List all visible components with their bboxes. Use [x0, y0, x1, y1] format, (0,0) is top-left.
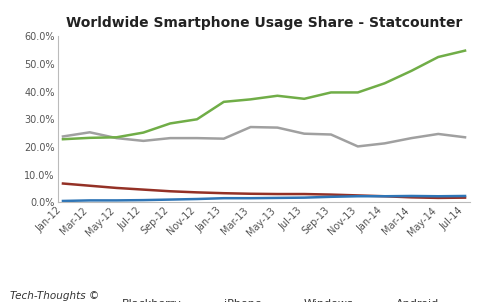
- Windows: [301, 196, 307, 199]
- Android: [248, 98, 253, 101]
- iPhone: [221, 137, 227, 140]
- iPhone: [275, 126, 280, 129]
- Blackberry: [60, 182, 66, 185]
- Windows: [275, 196, 280, 200]
- Blackberry: [168, 189, 173, 193]
- iPhone: [168, 136, 173, 140]
- Windows: [168, 198, 173, 201]
- Windows: [355, 194, 360, 198]
- Windows: [462, 194, 468, 198]
- Blackberry: [194, 191, 200, 194]
- Blackberry: [355, 194, 360, 197]
- Windows: [248, 196, 253, 200]
- Android: [382, 82, 387, 85]
- Android: [221, 100, 227, 104]
- Android: [194, 117, 200, 121]
- Blackberry: [114, 186, 120, 190]
- Windows: [328, 195, 334, 199]
- Android: [301, 97, 307, 101]
- Windows: [194, 197, 200, 201]
- Windows: [114, 199, 120, 202]
- Android: [60, 137, 66, 141]
- Android: [435, 55, 441, 59]
- Android: [328, 91, 334, 94]
- iPhone: [435, 132, 441, 136]
- Windows: [60, 199, 66, 203]
- Blackberry: [435, 196, 441, 200]
- Blackberry: [248, 192, 253, 196]
- Android: [87, 136, 93, 140]
- iPhone: [301, 132, 307, 136]
- Android: [462, 49, 468, 53]
- iPhone: [328, 133, 334, 136]
- Blackberry: [462, 196, 468, 199]
- Android: [355, 91, 360, 94]
- Blackberry: [301, 192, 307, 196]
- iPhone: [87, 130, 93, 134]
- iPhone: [194, 136, 200, 140]
- Legend: Blackberry, iPhone, Windows, Android: Blackberry, iPhone, Windows, Android: [84, 294, 444, 302]
- iPhone: [408, 136, 414, 140]
- iPhone: [355, 145, 360, 148]
- Blackberry: [221, 191, 227, 195]
- iPhone: [248, 125, 253, 129]
- Windows: [408, 194, 414, 198]
- iPhone: [141, 139, 146, 143]
- Title: Worldwide Smartphone Usage Share - Statcounter: Worldwide Smartphone Usage Share - Statc…: [66, 15, 462, 30]
- Blackberry: [141, 188, 146, 191]
- Blackberry: [328, 193, 334, 196]
- iPhone: [60, 135, 66, 138]
- Windows: [382, 194, 387, 198]
- Line: Blackberry: Blackberry: [63, 184, 465, 198]
- Android: [408, 69, 414, 73]
- Windows: [87, 199, 93, 202]
- Line: iPhone: iPhone: [63, 127, 465, 146]
- Android: [114, 136, 120, 139]
- Blackberry: [87, 184, 93, 188]
- Blackberry: [408, 196, 414, 199]
- Text: Tech-Thoughts ©: Tech-Thoughts ©: [10, 291, 99, 301]
- Android: [141, 131, 146, 134]
- iPhone: [462, 136, 468, 139]
- Line: Android: Android: [63, 51, 465, 139]
- Android: [275, 94, 280, 98]
- iPhone: [382, 142, 387, 145]
- Blackberry: [382, 194, 387, 198]
- Windows: [221, 196, 227, 200]
- Blackberry: [275, 192, 280, 196]
- Line: Windows: Windows: [63, 196, 465, 201]
- Windows: [435, 194, 441, 198]
- Windows: [141, 198, 146, 202]
- iPhone: [114, 136, 120, 140]
- Android: [168, 122, 173, 125]
